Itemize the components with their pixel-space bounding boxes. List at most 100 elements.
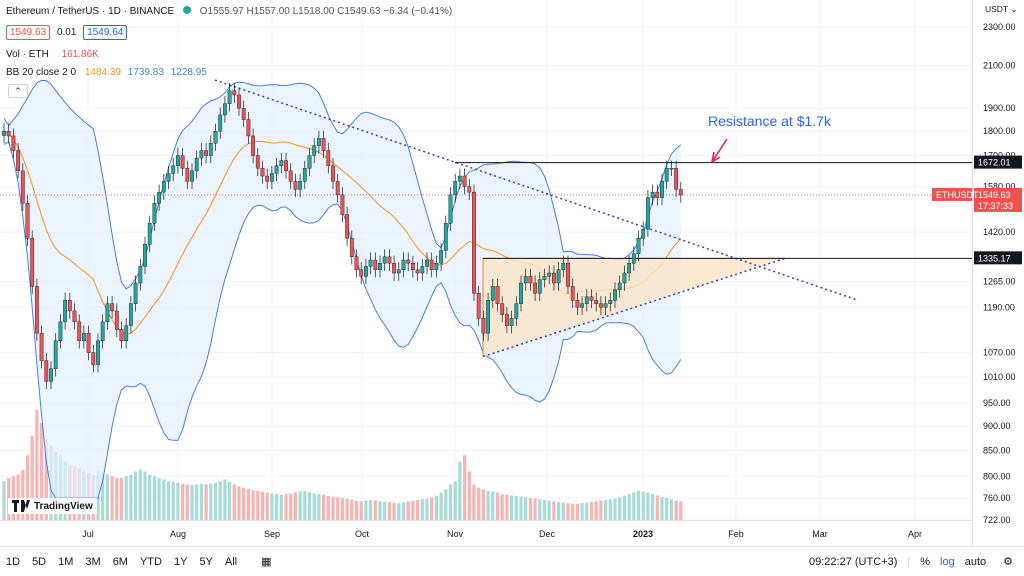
price-tick: 1265.00: [983, 276, 1016, 286]
volume-bar: [232, 484, 236, 520]
candle-body: [58, 321, 63, 342]
candle-body: [35, 286, 39, 334]
volume-bar: [317, 494, 321, 520]
volume-bar: [674, 500, 678, 520]
candle-body: [96, 340, 100, 365]
time-tick: Oct: [355, 529, 370, 539]
candle-body: [411, 263, 415, 270]
calendar-icon[interactable]: ▦: [261, 556, 272, 568]
bb-upper: 1739.83: [127, 67, 164, 78]
volume-bar: [119, 477, 124, 520]
range-button-3m[interactable]: 3M: [85, 555, 101, 568]
volume-bar: [185, 484, 189, 520]
candle-body: [627, 263, 632, 274]
volume-bar: [199, 483, 203, 520]
range-button-6m[interactable]: 6M: [112, 555, 128, 568]
volume-bar: [25, 455, 30, 520]
candle-body: [613, 289, 617, 301]
price-tick: 850.00: [983, 446, 1011, 456]
volume-bar: [134, 471, 138, 520]
candle-body: [213, 131, 218, 144]
logo-text: TradingView: [34, 500, 93, 512]
volume-bar: [101, 473, 105, 520]
band-fill: [4, 80, 681, 499]
percent-toggle[interactable]: %: [920, 555, 931, 568]
volume-bar: [275, 494, 279, 520]
candle-body: [166, 173, 171, 182]
range-button-1m[interactable]: 1M: [58, 555, 74, 568]
candle-body: [481, 318, 486, 334]
price-tick: 2300.00: [983, 22, 1016, 32]
candle-body: [359, 269, 364, 277]
candle-body: [25, 202, 30, 239]
volume-bar: [223, 479, 227, 520]
candle-body: [232, 90, 237, 96]
candle-body: [429, 259, 434, 270]
range-button-1d[interactable]: 1D: [6, 555, 21, 568]
auto-toggle[interactable]: auto: [964, 555, 987, 568]
candle-body: [655, 191, 660, 198]
volume-bar: [627, 494, 631, 520]
volume-bar: [589, 501, 594, 520]
volume-bar: [580, 503, 584, 520]
volume-bar: [542, 499, 547, 520]
volume-bar: [143, 471, 147, 520]
volume-bar: [561, 502, 565, 520]
candle-body: [552, 272, 556, 284]
volume-bar: [340, 498, 344, 520]
candle-body: [312, 145, 317, 156]
range-button-5d[interactable]: 5D: [32, 555, 47, 568]
volume-bar: [166, 481, 171, 520]
candles: [2, 83, 683, 390]
volume-bar: [495, 492, 500, 520]
clock-time[interactable]: 09:22:27 (UTC+3): [809, 555, 898, 568]
price-tick: 800.00: [983, 471, 1011, 481]
price-tick: 1070.00: [983, 348, 1016, 358]
candle-body: [594, 300, 599, 304]
volume-bar: [599, 500, 603, 520]
range-button-5y[interactable]: 5Y: [199, 555, 213, 568]
range-button-all[interactable]: All: [224, 555, 238, 568]
volume-bar: [195, 484, 199, 520]
volume-bar: [533, 498, 537, 520]
volume-bar: [444, 489, 448, 520]
log-toggle[interactable]: log: [940, 555, 955, 568]
range-button-1y[interactable]: 1Y: [173, 555, 188, 568]
volume-bar: [171, 481, 175, 520]
volume-bar: [524, 497, 528, 520]
volume-bar: [237, 486, 241, 520]
time-tick: Aug: [170, 529, 186, 539]
volume-bar: [251, 490, 255, 520]
candle-body: [439, 250, 443, 264]
candle-body: [401, 259, 406, 270]
candle-body: [6, 131, 11, 137]
range-button-ytd[interactable]: YTD: [139, 555, 162, 568]
candle-body: [641, 228, 646, 239]
descending-trendline: [214, 79, 859, 301]
time-tick: Nov: [447, 529, 464, 539]
collapse-legend-button[interactable]: ⌃: [8, 84, 28, 98]
candle-body: [584, 296, 589, 304]
candle-body: [105, 303, 110, 323]
volume-bar: [538, 499, 542, 520]
sell-price-button[interactable]: 1549.63: [6, 25, 51, 40]
volume-legend: Vol · ETH 161.86K: [6, 49, 99, 60]
settings-gear-icon[interactable]: ⚙: [1003, 556, 1013, 568]
price-chart[interactable]: Resistance at $1.7k USDT ⌄ 2300.00 2100.00…: [0, 0, 1024, 546]
candle-body: [500, 303, 505, 315]
candle-body: [589, 296, 594, 301]
volume-bar: [406, 501, 410, 520]
volume-bar: [420, 499, 424, 520]
market-status-dot: [182, 6, 191, 14]
candle-body: [175, 155, 180, 166]
candle-body: [467, 186, 472, 193]
volume-bar: [312, 493, 316, 520]
buy-price-button[interactable]: 1549.64: [83, 25, 128, 40]
volume-bar: [303, 490, 307, 520]
volume-bar: [110, 476, 114, 520]
price-tick: 2100.00: [983, 61, 1016, 71]
support-price-label-bg: [974, 251, 1022, 265]
candle-body: [251, 135, 255, 156]
volume-bar: [298, 491, 302, 520]
volume-bar: [369, 499, 373, 520]
